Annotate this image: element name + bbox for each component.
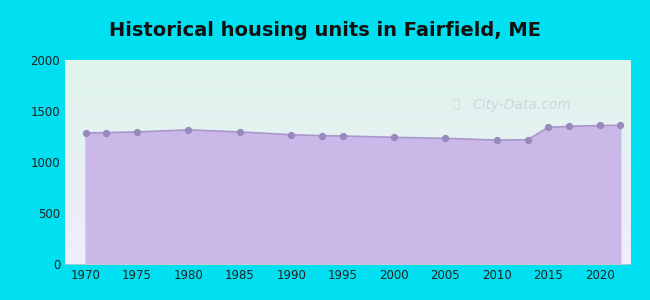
Point — [491, 138, 502, 142]
Text: ⓘ: ⓘ — [452, 98, 460, 111]
Text: City-Data.com: City-Data.com — [472, 98, 571, 112]
Point — [523, 137, 533, 142]
Point — [615, 123, 625, 128]
Point — [183, 128, 194, 132]
Point — [440, 136, 450, 141]
Text: Historical housing units in Fairfield, ME: Historical housing units in Fairfield, M… — [109, 21, 541, 40]
Point — [317, 133, 327, 138]
Point — [543, 125, 553, 130]
Point — [286, 132, 296, 137]
Point — [337, 134, 348, 138]
Point — [81, 130, 91, 135]
Point — [235, 130, 245, 134]
Point — [564, 124, 574, 129]
Point — [132, 130, 142, 134]
Point — [595, 123, 605, 128]
Point — [389, 135, 399, 140]
Point — [101, 130, 111, 135]
